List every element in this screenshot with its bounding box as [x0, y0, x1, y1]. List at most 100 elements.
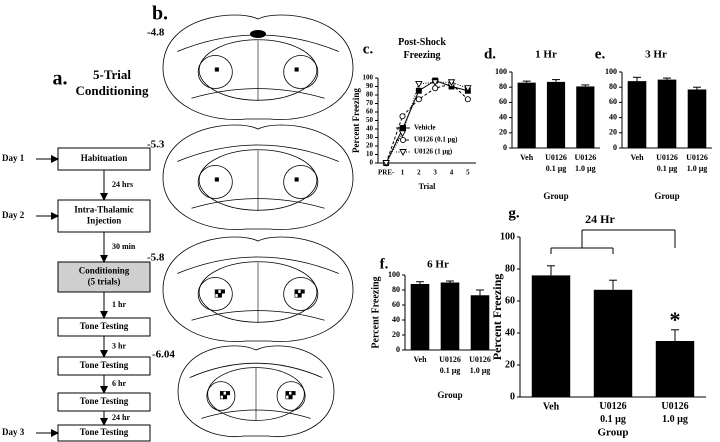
y-tick-label: 100 [388, 270, 400, 279]
legend-marker [399, 149, 407, 156]
y-axis-label: Percent Freezing [370, 276, 381, 348]
error-bar [416, 281, 424, 284]
section-outline [162, 124, 354, 230]
y-tick-label: 60 [392, 300, 400, 309]
chart-title: 24 Hr [585, 212, 615, 226]
flow-step: Tone Testing [80, 427, 129, 437]
bar [627, 81, 647, 148]
error-bar [663, 77, 671, 80]
site-marker [225, 391, 231, 396]
site-marker [220, 289, 225, 294]
flow-step: Habituation [81, 153, 128, 163]
y-tick-label: 60 [499, 97, 507, 106]
section-outline [177, 345, 335, 438]
y-axis-label: Percent Freezing [490, 274, 504, 361]
legend-label: U0126 (0.1 µg) [414, 136, 458, 144]
flow-title: 5-Trial Conditioning [76, 67, 149, 98]
x-tick-label: U0126 0.1 µg [439, 355, 461, 375]
level-label: -4.8 [147, 27, 165, 39]
flow-step: Conditioning (5 trials) [79, 266, 130, 287]
site-marker [294, 177, 299, 182]
section-inner [197, 277, 233, 311]
y-tick-label: 100 [500, 231, 515, 242]
site-marker [214, 67, 219, 72]
y-tick-label: 20 [505, 359, 515, 370]
y-tick-label: 40 [499, 112, 507, 121]
x-tick-label: 5 [466, 169, 470, 177]
x-tick-label: 1 [401, 169, 405, 177]
panel-label: c. [363, 41, 374, 57]
point [399, 113, 406, 120]
bar [440, 282, 460, 350]
x-tick-label: PRE- [378, 169, 395, 177]
y-tick-label: 40 [609, 112, 617, 121]
panel-label: a. [53, 68, 68, 90]
flow-interval: 6 hr [112, 379, 126, 388]
bar [657, 79, 677, 148]
chart-title: Post-Shock Freezing [398, 37, 446, 61]
flow-step: Tone Testing [80, 396, 129, 406]
flow-box [57, 261, 151, 293]
bar [655, 341, 695, 397]
section-inner [283, 165, 319, 199]
panel-label: d. [484, 46, 496, 62]
panel-label: g. [508, 205, 520, 221]
flow-box [57, 199, 151, 233]
y-tick-label: 20 [366, 142, 374, 150]
y-tick-label: 20 [392, 330, 400, 339]
y-tick-label: 80 [392, 285, 400, 294]
point [415, 87, 422, 94]
error-bar [693, 86, 701, 90]
error-bar [552, 79, 560, 82]
y-tick-label: 40 [505, 327, 515, 338]
site-marker [217, 293, 222, 298]
point [432, 85, 439, 92]
bar [687, 89, 707, 148]
point [464, 85, 472, 93]
bar [470, 295, 490, 350]
flow-interval: 24 hr [112, 413, 130, 422]
error-bar [476, 289, 484, 296]
x-tick-label: 4 [450, 169, 454, 177]
error-bar [446, 280, 454, 283]
y-tick-label: 30 [366, 133, 374, 141]
section-feature [250, 30, 266, 38]
y-tick-label: 50 [366, 116, 374, 124]
x-axis-label: Group [598, 427, 629, 439]
section-inner [177, 256, 339, 274]
legend-marker [400, 125, 406, 131]
day-label: Day 3 [2, 427, 25, 437]
y-tick-label: 80 [366, 91, 374, 99]
panel-label: e. [595, 46, 606, 62]
chart-title: 3 Hr [645, 49, 667, 61]
y-tick-label: 60 [609, 97, 617, 106]
brain-section [162, 124, 354, 230]
section-inner [276, 381, 306, 411]
section-inner [283, 55, 319, 89]
error-bar [671, 329, 679, 341]
legend-marker [399, 136, 407, 144]
x-tick-label: U0126 1.0 µg [574, 153, 596, 173]
bar [593, 289, 633, 397]
x-tick-label: 2 [417, 169, 421, 177]
y-tick-label: 0 [510, 391, 515, 402]
flow-interval: 3 hr [112, 341, 126, 350]
site-marker [291, 391, 296, 396]
y-tick-label: 60 [505, 295, 515, 306]
x-tick-label: U0126 1.0 µg [469, 355, 491, 375]
y-tick-label: 80 [505, 263, 515, 274]
x-tick-label: 3 [433, 169, 437, 177]
section-inner [189, 362, 323, 378]
y-tick-label: 40 [366, 125, 374, 133]
bar [410, 284, 430, 350]
site-marker [294, 67, 299, 72]
section-inner [197, 55, 233, 89]
site-marker [288, 395, 293, 400]
x-axis-label: Group [543, 191, 568, 201]
bar [531, 275, 571, 397]
x-tick-label: Veh [413, 355, 427, 364]
section-outline [162, 236, 354, 342]
y-tick-label: 10 [366, 150, 374, 158]
x-tick-label: U0126 1.0 µg [661, 401, 688, 425]
